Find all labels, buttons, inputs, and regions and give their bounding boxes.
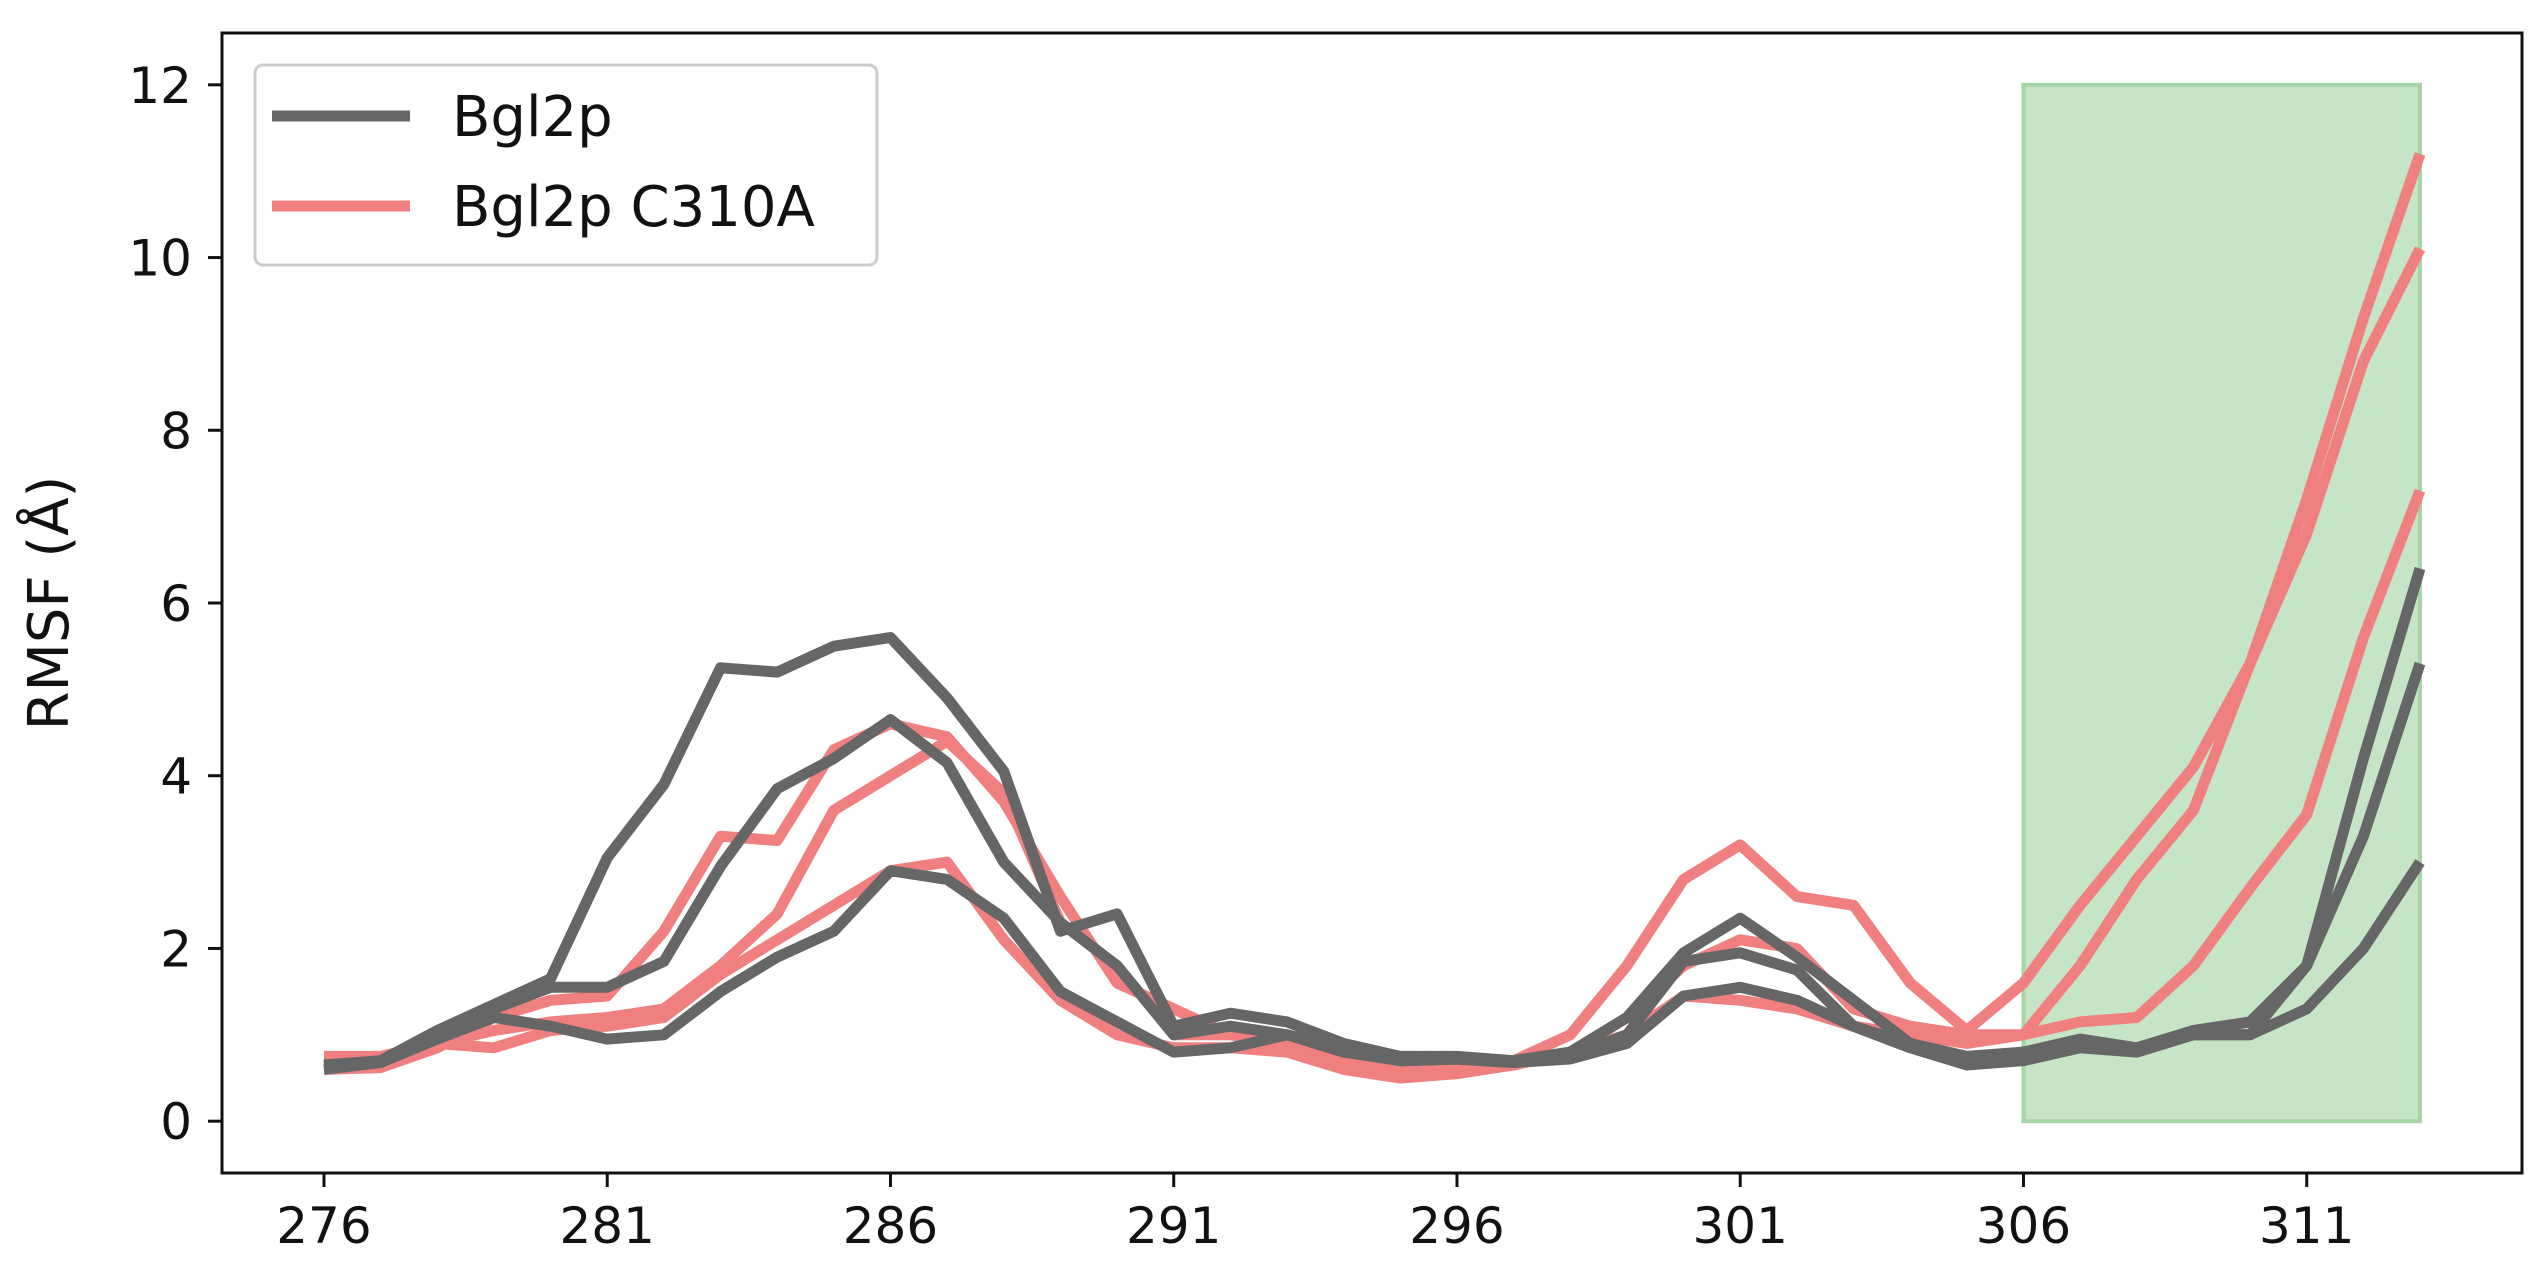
legend: Bgl2p Bgl2p C310A xyxy=(253,63,879,267)
y-tick-label: 6 xyxy=(160,575,192,633)
x-tick-label: 296 xyxy=(1409,1197,1504,1255)
legend-label: Bgl2p xyxy=(452,85,613,150)
x-tick-label: 291 xyxy=(1126,1197,1221,1255)
x-tick-label: 306 xyxy=(1976,1197,2071,1255)
y-tick-label: 2 xyxy=(160,920,192,978)
y-tick-label: 10 xyxy=(128,230,192,288)
y-tick-label: 12 xyxy=(128,57,192,115)
y-axis-label: RMSF (Å) xyxy=(16,476,82,731)
legend-label: Bgl2p C310A xyxy=(452,175,815,240)
y-tick-label: 4 xyxy=(160,748,192,806)
series-layer xyxy=(323,152,2426,1084)
x-tick-label: 311 xyxy=(2259,1197,2354,1255)
x-tick-label: 276 xyxy=(276,1197,371,1255)
x-tick-label: 281 xyxy=(560,1197,655,1255)
series-line-3 xyxy=(324,488,2426,1084)
y-tick-label: 8 xyxy=(160,402,192,460)
series-line-6 xyxy=(323,859,2425,1075)
x-tick-label: 301 xyxy=(1693,1197,1788,1255)
legend-box xyxy=(253,63,879,267)
x-tick-label: 286 xyxy=(843,1197,938,1255)
series-line-2 xyxy=(323,246,2425,1075)
y-tick-label: 0 xyxy=(160,1093,192,1151)
y-axis: 0 2 4 6 8 10 12 xyxy=(128,57,222,1151)
x-axis: 276 281 286 291 296 301 306 311 xyxy=(276,1173,2354,1255)
